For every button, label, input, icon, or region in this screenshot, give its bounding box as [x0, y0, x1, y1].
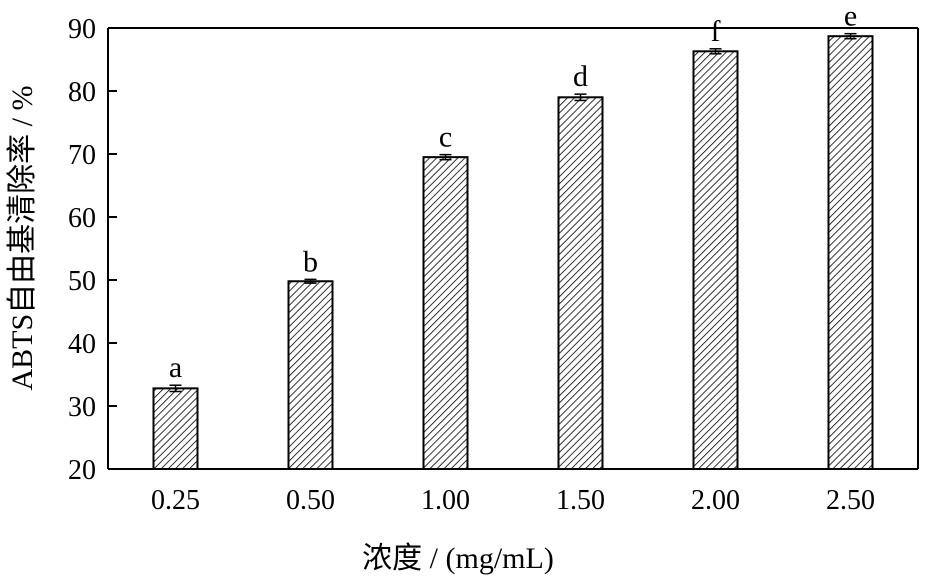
y-tick-label: 80 — [68, 77, 96, 108]
significance-label: f — [711, 15, 721, 48]
significance-label: d — [573, 60, 588, 93]
x-tick-label: 2.50 — [826, 485, 875, 516]
significance-label: e — [844, 0, 857, 33]
y-axis-title: ABTS自由基清除率 / % — [6, 85, 39, 390]
bar — [557, 96, 604, 471]
significance-label: b — [303, 245, 318, 278]
x-tick-label: 2.00 — [691, 485, 740, 516]
y-tick-label: 60 — [68, 203, 96, 234]
bar — [152, 387, 199, 470]
bar — [287, 280, 334, 471]
bar — [422, 156, 469, 470]
y-tick-label: 30 — [68, 392, 96, 423]
significance-label: c — [439, 121, 452, 154]
x-tick-label: 1.00 — [421, 485, 470, 516]
x-axis-title: 浓度 / (mg/mL) — [362, 542, 554, 575]
significance-label: a — [169, 351, 182, 384]
x-tick-label: 0.50 — [286, 485, 335, 516]
plot-area: 20 30 40 50 60 70 80 90 a 0.25 b 0.50 c 1.00 d 1.50 f 2.0… — [68, 0, 919, 516]
y-tick-label: 50 — [68, 266, 96, 297]
x-tick-label: 1.50 — [556, 485, 605, 516]
y-tick-label: 40 — [68, 329, 96, 360]
y-tick-label: 90 — [68, 14, 96, 45]
bar — [827, 35, 874, 470]
bar — [692, 50, 739, 471]
y-tick-label: 20 — [68, 455, 96, 486]
y-tick-label: 70 — [68, 140, 96, 171]
x-tick-label: 0.25 — [151, 485, 200, 516]
